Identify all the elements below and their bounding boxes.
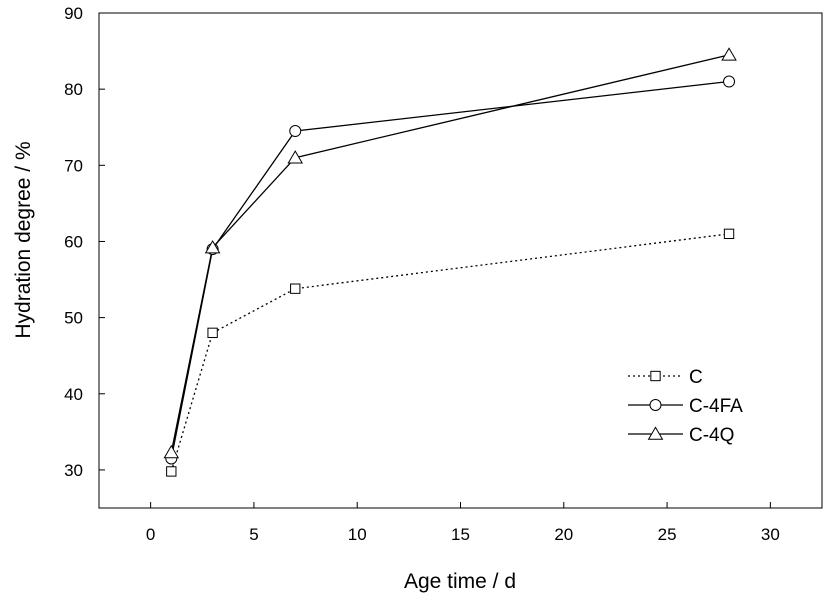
data-point-c-4fa (289, 125, 302, 138)
legend: C C-4FA C-4Q (628, 367, 743, 446)
x-axis-ticks: 0 5 10 15 20 25 30 (146, 502, 780, 544)
legend-label-c-4q: C-4Q (689, 425, 734, 446)
data-point-c (166, 466, 177, 477)
y-tick-label: 30 (64, 461, 83, 480)
x-tick-label: 30 (761, 525, 780, 544)
data-point-c (207, 327, 218, 339)
data-point-c-4q (287, 150, 304, 164)
legend-marker-c-4q (647, 426, 664, 440)
y-tick-label: 40 (64, 385, 83, 404)
data-point-c (723, 228, 735, 240)
y-tick-label: 60 (64, 232, 83, 251)
y-tick-label: 80 (64, 80, 83, 99)
y-axis-ticks: 30 40 50 60 70 80 90 (64, 4, 105, 480)
legend-marker-c (650, 370, 661, 382)
legend-marker-c-4fa (649, 399, 662, 411)
series-line-c (170, 233, 730, 472)
x-axis-title: Age time / d (404, 570, 516, 593)
data-point-c (290, 283, 301, 294)
data-point-c-4q (163, 444, 180, 459)
data-point-c-4q (721, 47, 737, 61)
x-tick-label: 0 (146, 525, 155, 544)
y-tick-label: 50 (64, 309, 83, 328)
legend-label-c: C (689, 367, 703, 388)
x-tick-label: 20 (554, 525, 573, 544)
data-point-c-4q (204, 239, 221, 254)
y-axis-title: Hydration degree / % (12, 141, 35, 338)
y-tick-label: 90 (64, 4, 83, 23)
x-tick-label: 15 (451, 525, 470, 544)
series-layer (163, 47, 737, 477)
series-line-c-4fa (170, 80, 730, 459)
x-tick-label: 5 (249, 525, 258, 544)
x-tick-label: 10 (348, 525, 367, 544)
series-line-c-4q (170, 54, 730, 453)
legend-label-c-4fa: C-4FA (689, 396, 743, 417)
x-tick-label: 25 (658, 525, 677, 544)
data-point-c-4fa (723, 75, 736, 88)
y-tick-label: 70 (64, 156, 83, 175)
